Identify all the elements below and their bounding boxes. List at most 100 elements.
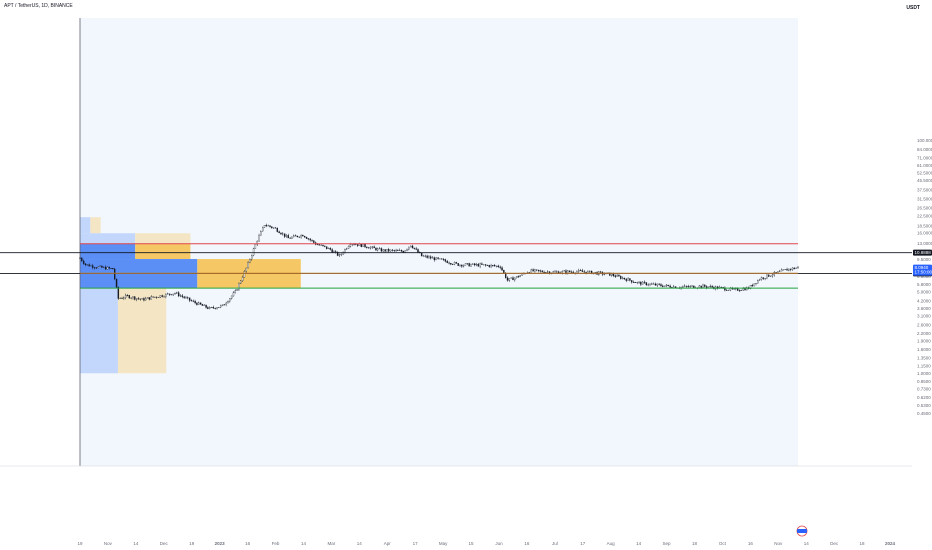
- candle-body: [510, 277, 512, 279]
- candle-body: [777, 271, 779, 273]
- candle-body: [561, 271, 564, 273]
- candle-body: [517, 276, 520, 278]
- candle-body: [293, 235, 295, 238]
- candle-body: [720, 286, 722, 288]
- candle-body: [192, 300, 194, 302]
- candle-body: [296, 235, 299, 238]
- candle-body: [632, 281, 635, 283]
- time-tick-label: 16: [245, 541, 251, 546]
- candle-body: [282, 233, 284, 235]
- candle-body: [170, 294, 173, 296]
- candle-body: [132, 296, 134, 299]
- candle-body: [154, 296, 156, 298]
- time-tick-label: 2024: [885, 541, 896, 546]
- candle-body: [294, 235, 297, 237]
- price-tick-label: 0.8500: [917, 379, 931, 384]
- candle-body: [771, 274, 774, 277]
- candle-body: [92, 265, 94, 268]
- price-tick-label: 31.5000: [917, 197, 932, 202]
- candle-body: [188, 297, 191, 301]
- candle-body: [738, 290, 741, 292]
- candle-body: [240, 280, 242, 284]
- price-tick-label: 52.5000: [917, 171, 932, 176]
- level-tag: [913, 249, 932, 256]
- candle-body: [278, 231, 280, 234]
- candle-body: [570, 271, 573, 273]
- candle-body: [187, 297, 189, 299]
- candle-body: [101, 265, 103, 268]
- candle-body: [682, 286, 684, 288]
- candle-body: [174, 293, 176, 295]
- candle-body: [652, 283, 655, 285]
- price-tick-label: 6.8000: [917, 274, 931, 279]
- candle-body: [272, 227, 275, 229]
- candle-body: [114, 268, 116, 280]
- candle-body: [256, 240, 258, 245]
- candle-body: [79, 257, 81, 259]
- profile-blue-bar: [80, 288, 118, 374]
- candle-body: [709, 286, 712, 288]
- time-tick-label: 17: [580, 541, 586, 546]
- candle-body: [501, 267, 503, 271]
- candle-body: [143, 298, 145, 301]
- candle-body: [640, 281, 642, 285]
- price-tick-label: 1.6000: [917, 347, 931, 352]
- tradingview-logo-icon[interactable]: [796, 525, 808, 537]
- candle-body: [212, 307, 215, 309]
- candle-body: [356, 244, 359, 246]
- candle-body: [581, 270, 584, 272]
- candle-body: [455, 262, 458, 264]
- candle-body: [636, 282, 638, 283]
- profile-blue-bar: [80, 243, 136, 260]
- candle-body: [349, 244, 352, 247]
- price-tick-label: 0.4500: [917, 411, 931, 416]
- candle-body: [157, 297, 160, 298]
- candle-body: [461, 264, 463, 267]
- profile-yellow-bar: [135, 243, 191, 260]
- profile-blue-bar: [80, 233, 136, 244]
- candle-body: [625, 278, 627, 281]
- candle-body: [532, 269, 534, 272]
- time-tick-label: Oct: [719, 541, 727, 546]
- candle-body: [788, 268, 790, 271]
- candle-body: [431, 257, 434, 259]
- time-tick-label: 19: [189, 541, 195, 546]
- candle-body: [123, 297, 125, 299]
- price-tick-label: 2.6000: [917, 322, 931, 327]
- currency-label[interactable]: USDT: [906, 5, 920, 11]
- candle-body: [409, 245, 412, 248]
- candle-body: [629, 278, 631, 281]
- candle-body: [528, 272, 531, 273]
- candle-body: [766, 274, 768, 279]
- time-axis[interactable]: 19 Nov 14 Dec 19 2023 16 Feb 14 Mar 14 Apr 17 May 15 Ju…: [77, 541, 895, 546]
- candle-body: [654, 283, 657, 286]
- candle-body: [760, 277, 763, 280]
- candle-body: [698, 285, 701, 288]
- candle-body: [411, 245, 414, 249]
- candle-body: [141, 298, 143, 300]
- candle-body: [572, 271, 574, 273]
- candle-body: [547, 271, 549, 273]
- candle-body: [252, 248, 255, 256]
- last-price-tag: [913, 264, 932, 276]
- candle-body: [179, 295, 182, 297]
- candle-body: [199, 302, 202, 305]
- candle-body: [245, 267, 247, 272]
- candle-body: [161, 295, 163, 297]
- candle-body: [232, 292, 235, 297]
- price-tick-label: 100.0000: [917, 138, 932, 143]
- candle-body: [786, 269, 788, 271]
- candle-body: [484, 264, 487, 266]
- candle-body: [702, 284, 704, 288]
- candle-body: [490, 265, 492, 267]
- profile-yellow-bar: [135, 233, 191, 244]
- price-axis[interactable]: 100.0000 84.0000 71.0000 61.0000 52.5000 45.5…: [917, 138, 932, 416]
- candle-body: [276, 228, 279, 232]
- candle-body: [439, 258, 441, 260]
- time-tick-label: 17: [413, 541, 419, 546]
- candle-body: [689, 285, 691, 288]
- candle-body: [603, 273, 606, 275]
- symbol-title: APT / TetherUS, 1D, BINANCE: [4, 3, 73, 9]
